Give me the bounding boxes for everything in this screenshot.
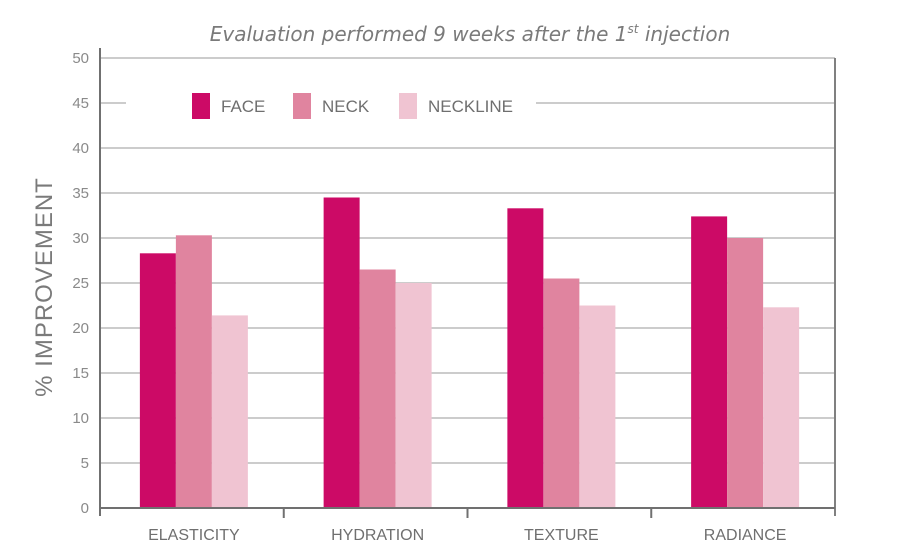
chart-title-suffix: injection [639, 22, 731, 46]
bar-neck-radiance [727, 238, 764, 508]
bar-face-radiance [691, 216, 728, 508]
legend: FACE NECK NECKLINE [126, 89, 536, 119]
y-axis-ticks: 0 5 10 15 20 25 30 35 40 45 50 [72, 50, 89, 517]
x-tick-label: RADIANCE [704, 527, 787, 544]
y-tick-label: 15 [72, 365, 89, 382]
bar-neck-hydration [359, 269, 396, 508]
y-tick-label: 25 [72, 275, 89, 292]
y-tick-label: 45 [72, 95, 89, 112]
bar-neck-texture [543, 278, 580, 508]
y-tick-label: 20 [72, 320, 89, 337]
x-tick-label: ELASTICITY [148, 527, 240, 544]
legend-swatch-neck [293, 93, 311, 119]
y-tick-label: 50 [72, 50, 89, 67]
y-tick-label: 40 [72, 140, 89, 157]
axes [99, 48, 836, 518]
legend-label-face: FACE [221, 97, 265, 116]
x-tick-label: HYDRATION [331, 527, 424, 544]
bar-neck-elasticity [175, 235, 212, 509]
bar-face-elasticity [139, 253, 176, 508]
chart-title-prefix: Evaluation performed 9 weeks after the 1 [210, 22, 628, 46]
y-tick-label: 30 [72, 230, 89, 247]
bar-neckline-elasticity [211, 315, 248, 508]
y-tick-label: 10 [72, 410, 89, 427]
x-tick-label: TEXTURE [524, 527, 599, 544]
legend-label-neck: NECK [322, 97, 370, 116]
y-tick-label: 5 [81, 455, 89, 472]
legend-swatch-neckline [399, 93, 417, 119]
chart-title: Evaluation performed 9 weeks after the 1… [210, 22, 731, 46]
y-tick-label: 35 [72, 185, 89, 202]
bar-neckline-texture [579, 305, 616, 508]
x-axis-ticks: ELASTICITY HYDRATION TEXTURE RADIANCE [148, 527, 786, 544]
y-tick-label: 0 [81, 500, 89, 517]
legend-swatch-face [192, 93, 210, 119]
bars [139, 197, 800, 509]
y-axis-label: % IMPROVEMENT [31, 177, 58, 397]
bar-face-texture [507, 208, 544, 509]
bar-neckline-hydration [395, 283, 432, 508]
legend-label-neckline: NECKLINE [428, 97, 513, 116]
bar-face-hydration [323, 197, 360, 508]
bar-neckline-radiance [763, 307, 800, 508]
chart-title-superscript: st [628, 22, 640, 36]
